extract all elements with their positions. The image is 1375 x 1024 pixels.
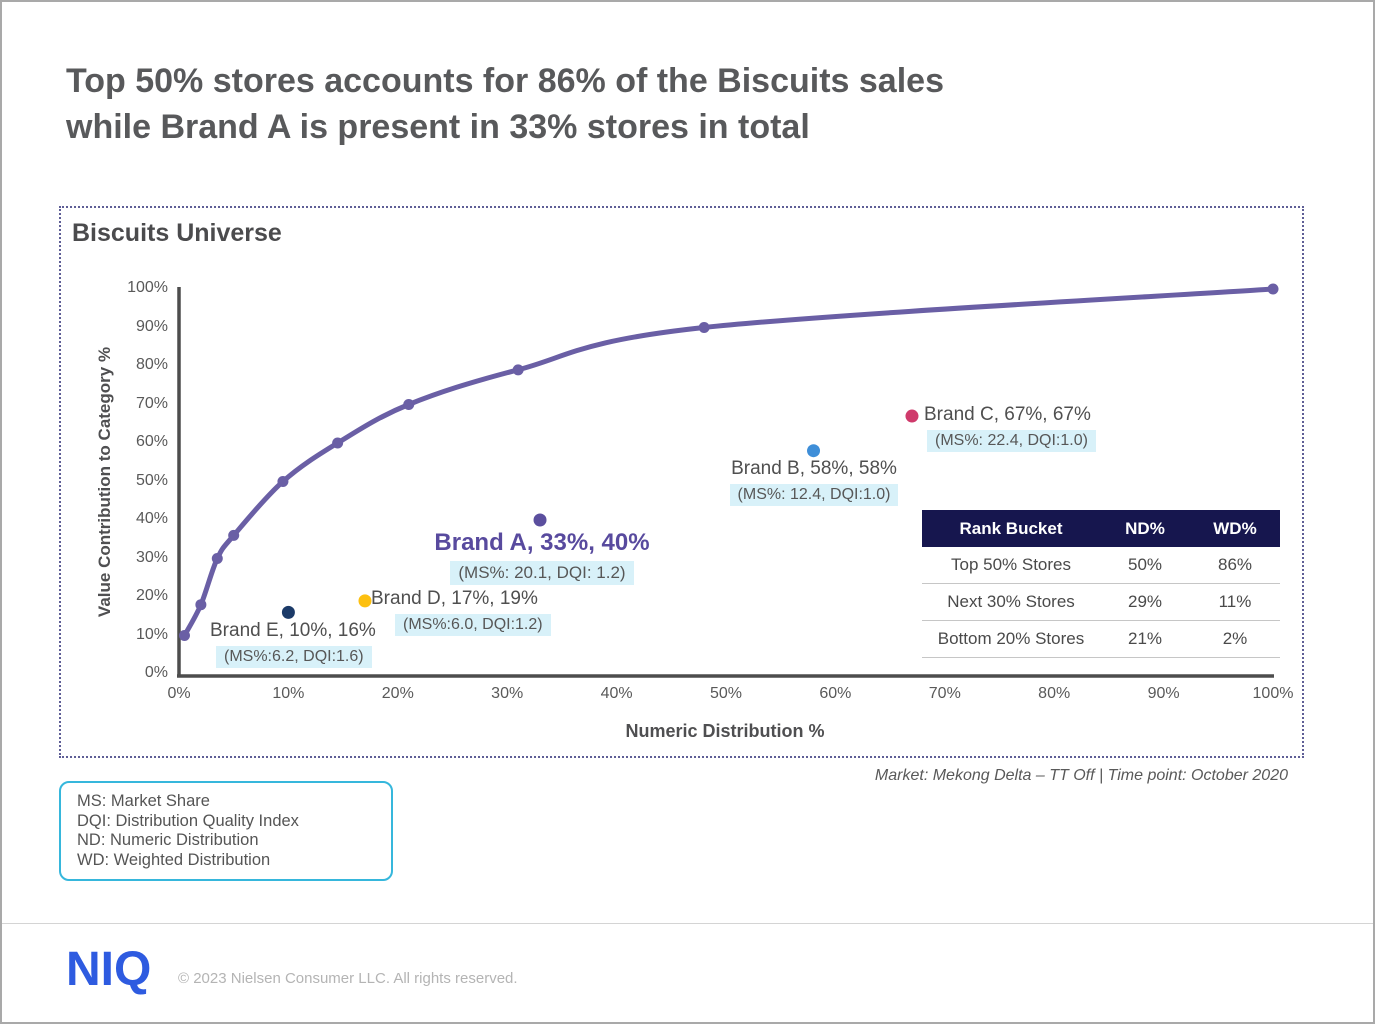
table-row: Bottom 20% Stores 21% 2%: [922, 621, 1280, 658]
x-axis-tick-label: 80%: [1038, 685, 1071, 702]
brand-d-label: Brand D, 17%, 19%: [371, 588, 538, 609]
table-cell: 50%: [1127, 555, 1163, 574]
table-header-cell: ND%: [1125, 518, 1165, 538]
brand-b-annotation: Brand B, 58%, 58% (MS%: 12.4, DQI:1.0): [704, 458, 924, 506]
x-axis-tick-label: 70%: [928, 685, 961, 702]
brand-b-label: Brand B, 58%, 58%: [731, 458, 897, 479]
brand-a-label: Brand A, 33%, 40%: [434, 529, 650, 556]
table-cell: Top 50% Stores: [950, 555, 1071, 574]
table-header-row: Rank Bucket ND% WD%: [922, 510, 1280, 547]
table-cell: 2%: [1222, 629, 1248, 648]
legend-line-ms: MS: Market Share: [77, 792, 210, 810]
y-axis-tick-label: 30%: [135, 548, 168, 566]
y-axis-tick-label: 20%: [135, 587, 168, 604]
footer-divider: [2, 923, 1373, 924]
rank-bucket-table: Rank Bucket ND% WD% Top 50% Stores 50% 86% Nex…: [922, 510, 1280, 658]
x-axis-tick-label: 10%: [272, 685, 305, 702]
table-row: Top 50% Stores 50% 86%: [922, 547, 1280, 584]
table-header-cell: Rank Bucket: [959, 518, 1063, 538]
abbreviation-legend: MS: Market Share DQI: Distribution Quali…: [59, 781, 393, 881]
table-cell: 11%: [1218, 592, 1252, 611]
brand-e-label: Brand E, 10%, 16%: [210, 620, 376, 641]
table-cell: Bottom 20% Stores: [937, 629, 1085, 648]
brand-c-label: Brand C, 67%, 67%: [924, 404, 1091, 425]
x-axis-tick-label: 100%: [1252, 685, 1294, 702]
brand-d-detail: (MS%:6.0, DQI:1.2): [395, 614, 551, 636]
table-cell: 86%: [1217, 555, 1253, 574]
chart-panel-border: [59, 206, 1304, 758]
chart-title: Biscuits Universe: [72, 219, 282, 247]
page-title-line1: Top 50% stores accounts for 86% of the B…: [66, 62, 944, 100]
legend-line-wd: WD: Weighted Distribution: [77, 850, 271, 869]
y-axis-tick-label: 10%: [135, 625, 168, 643]
table-cell: 21%: [1127, 629, 1163, 648]
legend-line-dqi: DQI: Distribution Quality Index: [77, 811, 299, 830]
y-axis-tick-label: 60%: [135, 433, 168, 450]
x-axis-tick-label: 20%: [381, 685, 414, 702]
niq-logo: NIQ: [66, 943, 152, 996]
y-axis-tick-label: 70%: [135, 394, 168, 412]
x-axis-tick-label: 30%: [491, 685, 524, 702]
table-cell: Next 30% Stores: [947, 592, 1075, 611]
table-cell: 29%: [1127, 592, 1163, 611]
y-axis-tick-label: 50%: [135, 471, 168, 489]
legend-line-nd: ND: Numeric Distribution: [77, 831, 259, 849]
page-title: Top 50% stores accounts for 86% of the B…: [66, 58, 1216, 150]
brand-a-detail: (MS%: 20.1, DQI: 1.2): [450, 561, 634, 585]
x-axis-tick-label: 0%: [167, 685, 191, 702]
brand-c-detail: (MS%: 22.4, DQI:1.0): [927, 430, 1096, 452]
y-axis-tick-label: 80%: [135, 356, 168, 373]
copyright-text: © 2023 Nielsen Consumer LLC. All rights …: [178, 970, 518, 987]
page-title-line2: while Brand A is present in 33% stores i…: [66, 108, 810, 146]
table-header-cell: WD%: [1213, 518, 1257, 538]
brand-e-annotation: Brand E, 10%, 16% (MS%:6.2, DQI:1.6): [210, 620, 376, 668]
table-row: Next 30% Stores 29% 11%: [922, 584, 1280, 621]
source-note: Market: Mekong Delta – TT Off | Time poi…: [874, 767, 1288, 784]
brand-b-detail: (MS%: 12.4, DQI:1.0): [729, 484, 899, 506]
brand-c-annotation: Brand C, 67%, 67% (MS%: 22.4, DQI:1.0): [924, 404, 1096, 452]
brand-e-detail: (MS%:6.2, DQI:1.6): [216, 646, 372, 668]
y-axis-tick-label: 40%: [135, 510, 168, 527]
brand-d-annotation: Brand D, 17%, 19% (MS%:6.0, DQI:1.2): [371, 588, 551, 636]
brand-a-annotation: Brand A, 33%, 40% (MS%: 20.1, DQI: 1.2): [370, 529, 714, 585]
x-axis-tick-label: 60%: [819, 685, 852, 702]
y-axis-tick-label: 90%: [135, 317, 168, 335]
x-axis-tick-label: 40%: [600, 685, 633, 702]
x-axis-title: Numeric Distribution %: [625, 721, 825, 741]
x-axis-tick-label: 90%: [1147, 685, 1180, 702]
y-axis-tick-label: 0%: [144, 664, 168, 681]
y-axis-tick-label: 100%: [127, 279, 168, 296]
x-axis-tick-label: 50%: [709, 685, 743, 702]
